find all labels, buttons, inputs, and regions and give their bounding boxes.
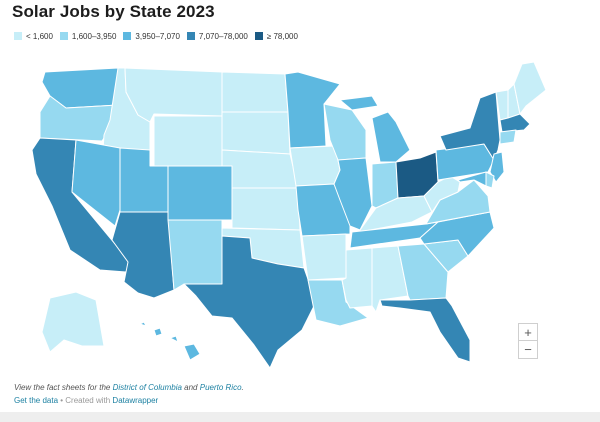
state-ar[interactable] [301, 233, 347, 281]
legend-swatch-5 [254, 32, 263, 40]
state-mn[interactable] [284, 71, 341, 149]
state-il[interactable] [333, 157, 373, 231]
state-nj[interactable] [489, 151, 505, 183]
state-mt[interactable] [124, 67, 223, 123]
state-wv[interactable] [423, 175, 461, 213]
state-ny[interactable] [439, 91, 501, 161]
note-middle: and [181, 383, 200, 392]
zoom-out-button[interactable]: − [518, 341, 538, 359]
us-map [31, 61, 547, 369]
datawrapper-link[interactable]: Datawrapper [112, 396, 159, 405]
state-ia[interactable] [289, 145, 341, 187]
state-nm[interactable] [167, 219, 223, 291]
state-ms[interactable] [341, 247, 373, 309]
state-md[interactable] [457, 171, 487, 187]
chart-title: Solar Jobs by State 2023 [12, 2, 215, 21]
legend-swatch-4 [186, 32, 195, 40]
pr-link[interactable]: Puerto Rico [199, 383, 242, 392]
legend-label-1: < 1,600 [26, 31, 53, 41]
footer: Get the data • Created with Datawrapper [14, 396, 158, 405]
state-mi[interactable] [339, 95, 411, 163]
legend-item-5: ≥ 78,000 [254, 31, 298, 41]
state-ks[interactable] [231, 187, 301, 231]
legend-item-3: 3,950–7,070 [123, 32, 180, 41]
state-nv[interactable] [71, 139, 121, 227]
legend: < 1,600 1,600–3,950 3,950–7,070 7,070–78… [14, 30, 305, 42]
zoom-in-button[interactable]: + [518, 323, 538, 341]
state-nd[interactable] [221, 71, 289, 113]
state-fl[interactable] [379, 297, 471, 363]
dc-link[interactable]: District of Columbia [112, 383, 182, 392]
legend-label-2: 1,600–3,950 [71, 31, 117, 41]
state-me[interactable] [513, 61, 547, 115]
legend-swatch-2 [59, 32, 68, 40]
state-tx[interactable] [183, 235, 317, 369]
state-co[interactable] [167, 165, 233, 221]
fact-sheet-note: View the fact sheets for the District of… [14, 383, 244, 392]
legend-label-3: 3,950–7,070 [135, 31, 180, 41]
state-hi[interactable] [139, 321, 201, 361]
legend-item-1: < 1,600 [14, 32, 53, 41]
state-wy[interactable] [153, 115, 223, 167]
state-ct[interactable] [499, 129, 517, 145]
state-sd[interactable] [221, 111, 291, 155]
legend-item-4: 7,070–78,000 [186, 31, 248, 41]
footer-separator: • Created with [58, 396, 113, 405]
get-data-link[interactable]: Get the data [14, 396, 59, 405]
note-prefix: View the fact sheets for the [14, 383, 113, 392]
zoom-controls: + − [518, 323, 538, 359]
state-ne[interactable] [221, 149, 299, 189]
legend-item-2: 1,600–3,950 [59, 31, 117, 41]
legend-label-5: ≥ 78,000 [266, 31, 298, 41]
state-ak[interactable] [41, 291, 105, 353]
legend-swatch-3 [123, 32, 132, 40]
legend-label-4: 7,070–78,000 [198, 31, 248, 41]
legend-swatch-1 [14, 32, 22, 40]
page-bottom-strip [0, 412, 600, 422]
note-suffix: . [241, 383, 244, 392]
